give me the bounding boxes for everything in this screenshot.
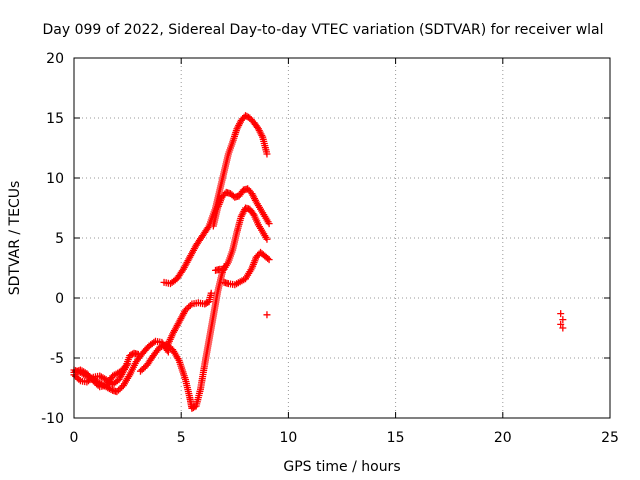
data-point (75, 375, 83, 383)
data-points (70, 112, 567, 412)
y-tick-label: 20 (46, 51, 64, 67)
data-point (91, 378, 99, 386)
y-tick-label: 0 (55, 291, 64, 307)
data-point (122, 361, 130, 369)
x-tick-label: 10 (279, 430, 297, 446)
y-tick-label: 5 (55, 231, 64, 247)
axis-ticks: 0 5 10 15 20 25 -10 -5 0 5 10 15 20 (41, 51, 619, 446)
data-point (140, 364, 148, 372)
data-point (138, 366, 146, 374)
data-point (181, 306, 189, 314)
data-point (557, 320, 565, 328)
plot-grid (74, 58, 610, 418)
data-point (136, 367, 144, 375)
data-point (93, 380, 101, 388)
plot-frame (73, 57, 611, 419)
y-axis-label: SDTVAR / TECUs (7, 181, 23, 296)
data-point (559, 316, 567, 324)
x-tick-label: 5 (177, 430, 186, 446)
y-tick-label: 15 (46, 111, 64, 127)
data-point (186, 302, 194, 309)
data-point (263, 150, 271, 158)
data-point (559, 324, 567, 332)
x-tick-label: 25 (601, 430, 619, 446)
data-point (94, 381, 102, 389)
data-point (258, 132, 266, 140)
data-point (116, 385, 124, 393)
data-point (183, 305, 191, 312)
data-point (185, 303, 193, 311)
x-tick-label: 15 (387, 430, 405, 446)
data-point (107, 386, 115, 393)
x-tick-label: 20 (494, 430, 512, 446)
data-point (73, 374, 81, 382)
data-point (265, 256, 273, 264)
data-point (207, 289, 215, 297)
y-tick-label: -5 (50, 351, 64, 367)
data-point (263, 311, 271, 319)
data-point (114, 386, 122, 394)
y-tick-label: 10 (46, 171, 64, 187)
chart-title: Day 099 of 2022, Sidereal Day-to-day VTE… (42, 22, 603, 38)
x-axis-label: GPS time / hours (283, 459, 400, 475)
data-point (557, 310, 565, 318)
data-point (220, 263, 228, 271)
y-tick-label: -10 (41, 411, 64, 427)
data-point (113, 388, 121, 396)
x-tick-label: 0 (70, 430, 79, 446)
data-point (150, 338, 158, 346)
data-point (265, 220, 273, 228)
data-point (89, 377, 97, 385)
data-point (264, 254, 272, 262)
data-point (263, 235, 271, 243)
data-point (124, 360, 132, 368)
data-point (204, 224, 212, 232)
